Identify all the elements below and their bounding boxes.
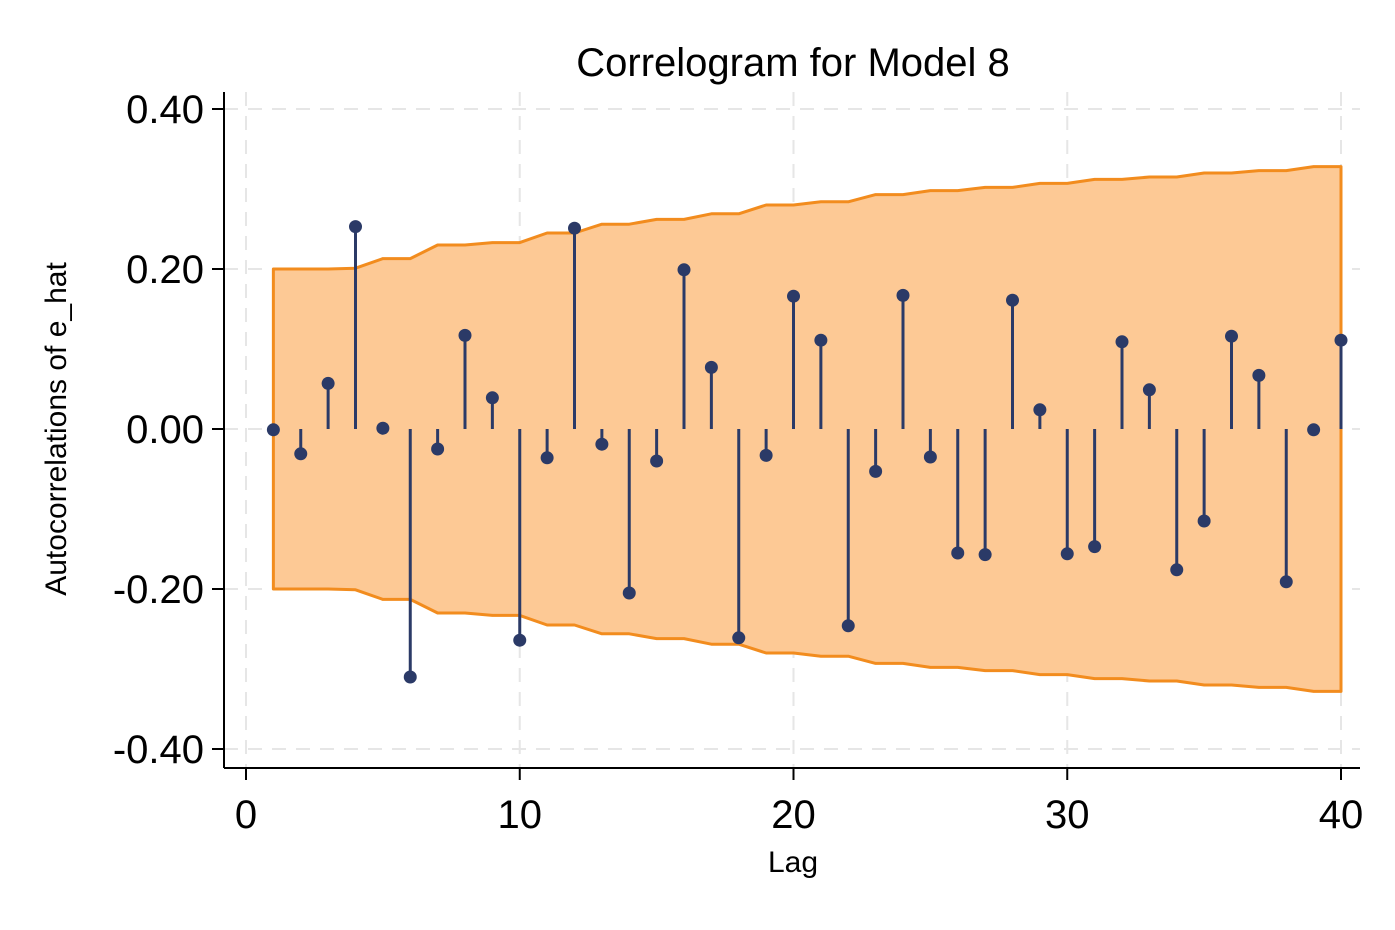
point-lag-15 (650, 454, 664, 468)
x-tick-label-3: 30 (1045, 793, 1090, 837)
point-lag-16 (677, 263, 691, 277)
point-lag-3 (321, 376, 335, 390)
chart-title: Correlogram for Model 8 (576, 41, 1010, 85)
point-lag-25 (923, 450, 937, 464)
point-lag-33 (1142, 383, 1156, 397)
point-lag-38 (1279, 575, 1293, 589)
point-lag-36 (1225, 329, 1238, 343)
point-lag-14 (622, 586, 636, 600)
point-lag-10 (513, 633, 527, 647)
point-lag-29 (1033, 403, 1047, 417)
point-lag-4 (349, 220, 362, 234)
point-lag-30 (1060, 547, 1074, 561)
x-axis-label: Lag (768, 846, 818, 879)
axes: -0.40 -0.20 0.00 0.20 0.40 0 10 20 30 40 (113, 88, 1363, 837)
point-lag-7 (431, 442, 445, 456)
confidence-band (271, 165, 1343, 693)
point-lag-26 (951, 546, 965, 560)
x-tick-label-0: 0 (235, 793, 257, 837)
point-lag-24 (896, 288, 910, 302)
point-lag-18 (732, 631, 746, 645)
point-lag-23 (869, 464, 883, 478)
point-lag-13 (595, 437, 609, 451)
point-lag-37 (1252, 368, 1266, 382)
point-lag-8 (458, 328, 472, 342)
point-lag-39 (1307, 423, 1321, 437)
y-axis-label: Autocorrelations of e_hat (40, 262, 73, 596)
point-lag-5 (376, 421, 390, 435)
point-lag-6 (403, 670, 417, 684)
point-lag-31 (1088, 540, 1102, 554)
point-lag-12 (568, 221, 581, 235)
point-lag-35 (1197, 514, 1211, 528)
point-lag-21 (814, 333, 828, 347)
point-lag-27 (978, 548, 992, 562)
point-lag-28 (1006, 293, 1019, 307)
point-lag-9 (485, 391, 499, 405)
point-lag-32 (1115, 335, 1129, 349)
autocorrelation-marks (266, 220, 1348, 684)
x-tick-label-4: 40 (1319, 793, 1364, 837)
point-lag-20 (787, 289, 800, 303)
x-tick-label-1: 10 (498, 793, 543, 837)
y-tick-label-0: -0.40 (113, 728, 204, 772)
y-tick-label-4: 0.40 (126, 88, 204, 132)
y-tick-label-1: -0.20 (113, 568, 204, 612)
point-lag-22 (841, 619, 855, 633)
point-lag-40 (1334, 333, 1348, 347)
point-lag-11 (540, 451, 554, 465)
confidence-band-layer (271, 165, 1343, 693)
point-lag-1 (266, 423, 280, 437)
point-lag-19 (759, 448, 773, 462)
x-tick-label-2: 20 (771, 793, 816, 837)
point-lag-34 (1170, 563, 1184, 577)
point-lag-2 (294, 447, 308, 461)
y-tick-label-2: 0.00 (126, 408, 204, 452)
y-tick-label-3: 0.20 (126, 248, 204, 292)
point-lag-17 (704, 360, 718, 374)
